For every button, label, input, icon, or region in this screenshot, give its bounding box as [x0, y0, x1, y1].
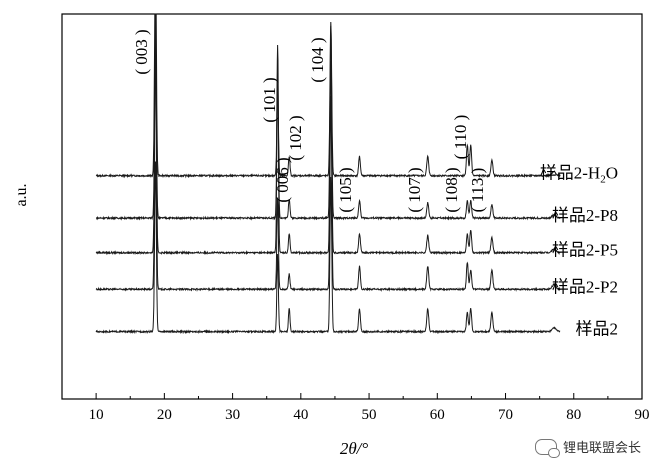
series-label: 样品2-P5 [552, 241, 618, 260]
x-tick-label: 50 [362, 407, 377, 423]
peak-label: ( 107 ) [405, 167, 424, 212]
x-tick-label: 30 [225, 407, 240, 423]
peak-label: ( 113 ) [468, 168, 487, 213]
x-tick-label: 80 [566, 407, 581, 423]
series-label: 样品2-P8 [552, 206, 618, 225]
series-labels: 样品2-H2O 样品2-P8 样品2-P5 样品2-P2 样品2 [540, 164, 618, 339]
x-tick-label: 40 [293, 407, 308, 423]
series-layer [95, 13, 561, 335]
series-line-4 [95, 161, 561, 335]
x-tick-label: 70 [498, 407, 513, 423]
series-line-0 [95, 13, 561, 179]
x-tick-label: 10 [89, 407, 104, 423]
x-tick-label: 20 [157, 407, 172, 423]
x-tick-label: 90 [635, 407, 650, 423]
watermark-text: 锂电联盟会长 [562, 441, 641, 456]
x-axis-ticks: 10 20 30 40 50 60 70 80 90 [89, 393, 650, 423]
series-line-2 [95, 14, 561, 256]
plot-frame [61, 13, 643, 400]
peak-label: ( 105 ) [336, 167, 355, 212]
peak-label: ( 110 ) [451, 115, 470, 160]
peak-label: ( 003 ) [132, 29, 151, 74]
series-label: 样品2-P2 [552, 277, 618, 296]
series-label: 样品2-H2O [540, 164, 618, 186]
peak-label: ( 104 ) [308, 37, 327, 82]
watermark: 锂电联盟会长 [534, 437, 641, 458]
y-axis-label: a.u. [13, 183, 30, 206]
peak-label: ( 101 ) [260, 77, 279, 122]
x-tick-label: 60 [430, 407, 445, 423]
peak-label: ( 108 ) [442, 167, 461, 212]
peak-label: ( 006 ) [273, 157, 292, 202]
x-axis-label: 2θ/° [340, 439, 369, 458]
series-label: 样品2 [576, 320, 619, 339]
series-line-3 [95, 51, 561, 292]
wechat-icon [534, 438, 560, 458]
peak-labels: ( 003 ) ( 101 ) ( 006 )( 102 ) ( 104 ) ( 105… [132, 29, 487, 212]
series-line-1 [95, 25, 561, 221]
peak-label: ( 102 ) [286, 115, 305, 160]
